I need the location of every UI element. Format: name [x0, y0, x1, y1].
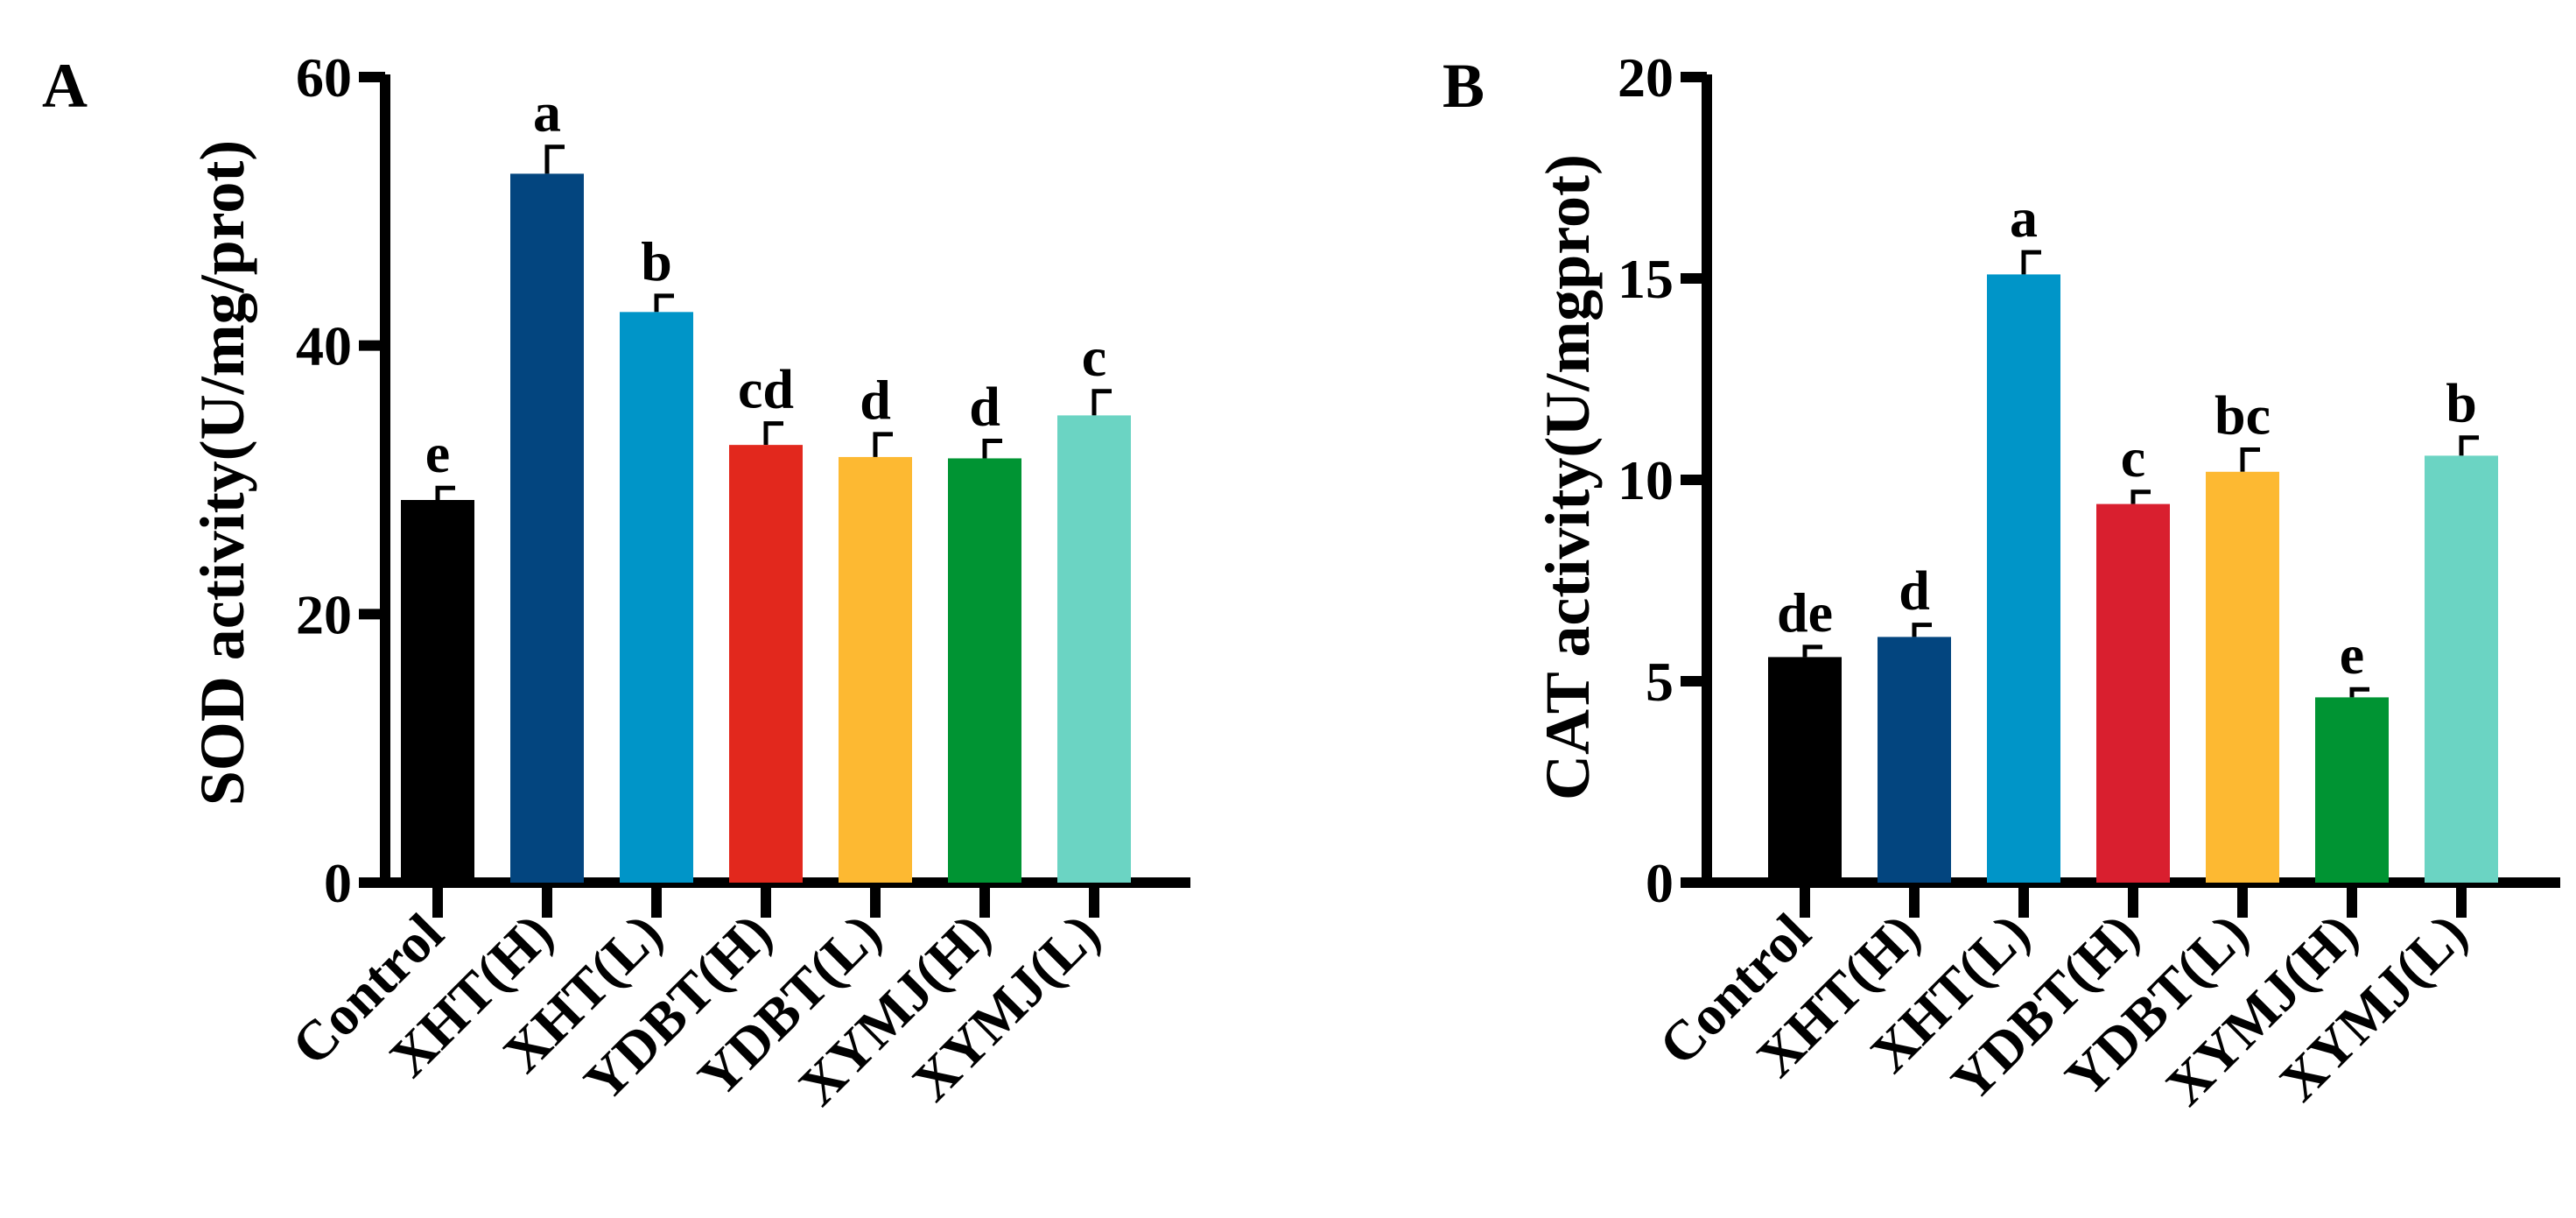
bar	[729, 445, 803, 883]
significance-label: c	[2121, 426, 2145, 489]
bar	[620, 312, 693, 883]
significance-label: c	[1082, 326, 1106, 388]
y-tick-label: 10	[1618, 449, 1674, 511]
y-tick-label: 20	[296, 583, 352, 645]
y-tick-label: 20	[1618, 46, 1674, 109]
y-tick-label: 5	[1646, 651, 1674, 713]
bar	[2425, 455, 2498, 883]
significance-label: d	[969, 376, 1000, 438]
bar	[510, 173, 584, 883]
significance-label: a	[2010, 187, 2038, 249]
significance-label: d	[860, 369, 891, 431]
significance-label: de	[1777, 581, 1833, 644]
panel-a-sod-chart: A SOD activity(U/mg/prot) 0204060eContro…	[42, 46, 1190, 1117]
significance-label: bc	[2215, 384, 2271, 447]
significance-label: d	[1899, 560, 1930, 622]
significance-label: b	[641, 230, 672, 292]
significance-label: a	[533, 81, 561, 144]
bar	[401, 500, 474, 883]
bar	[2206, 471, 2279, 883]
significance-label: b	[2446, 372, 2477, 434]
panel-b-cat-chart: B CAT activity(U/mgprot) 05101520deContr…	[1442, 46, 2560, 1117]
significance-label: cd	[738, 358, 794, 420]
bar	[948, 458, 1021, 883]
y-tick-label: 0	[324, 852, 352, 914]
y-axis-label-b: CAT activity(U/mgprot)	[1533, 154, 1603, 800]
y-tick-label: 60	[296, 46, 352, 109]
significance-label: e	[425, 422, 450, 484]
bar	[1878, 637, 1951, 883]
y-tick-label: 40	[296, 315, 352, 377]
y-axis-label-a: SOD activity(U/mg/prot)	[187, 140, 257, 806]
y-tick-label: 0	[1646, 852, 1674, 914]
bar	[1057, 415, 1131, 883]
bar	[839, 456, 912, 883]
bar	[2315, 697, 2389, 883]
panel-label-a: A	[42, 51, 88, 121]
bar	[1987, 274, 2060, 883]
significance-label: e	[2340, 623, 2364, 686]
panel-label-b: B	[1442, 51, 1485, 121]
bar	[1768, 657, 1842, 883]
y-tick-label: 15	[1618, 248, 1674, 310]
bar	[2096, 503, 2170, 883]
